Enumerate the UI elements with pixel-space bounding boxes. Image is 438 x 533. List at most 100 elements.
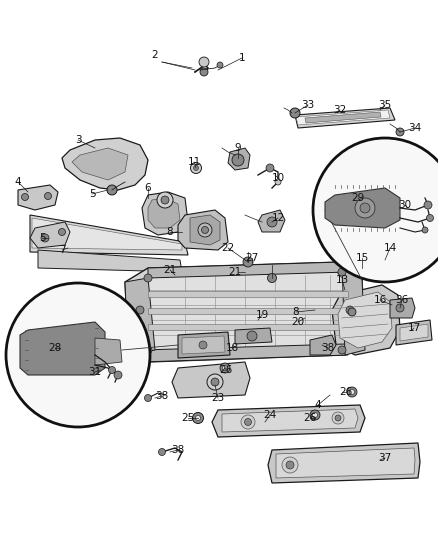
Polygon shape [310, 335, 336, 355]
Circle shape [422, 227, 428, 233]
Text: 22: 22 [221, 243, 235, 253]
Circle shape [6, 283, 150, 427]
Circle shape [350, 390, 354, 394]
Polygon shape [276, 448, 415, 478]
Text: 26: 26 [304, 413, 317, 423]
Text: 15: 15 [355, 253, 369, 263]
Text: 26: 26 [219, 365, 233, 375]
Polygon shape [142, 344, 348, 362]
Polygon shape [72, 148, 128, 180]
Circle shape [338, 346, 346, 354]
Circle shape [396, 304, 404, 312]
Circle shape [223, 366, 227, 370]
Polygon shape [295, 108, 395, 128]
Circle shape [244, 418, 251, 425]
Text: 38: 38 [321, 343, 335, 353]
Text: 21: 21 [228, 267, 242, 277]
Circle shape [313, 138, 438, 282]
Text: 32: 32 [333, 105, 346, 115]
Circle shape [21, 193, 28, 200]
Polygon shape [32, 218, 182, 250]
Text: 38: 38 [155, 391, 169, 401]
Text: 11: 11 [187, 157, 201, 167]
Text: 3: 3 [75, 135, 81, 145]
Polygon shape [125, 278, 155, 355]
Text: 38: 38 [171, 445, 185, 455]
Circle shape [220, 363, 230, 373]
Polygon shape [396, 320, 432, 345]
Polygon shape [20, 322, 105, 375]
Circle shape [136, 306, 144, 314]
Text: 30: 30 [399, 200, 412, 210]
Circle shape [201, 227, 208, 233]
Circle shape [109, 367, 116, 374]
Text: 5: 5 [39, 233, 45, 243]
Text: 1: 1 [239, 53, 245, 63]
Circle shape [241, 415, 255, 429]
Text: 8: 8 [293, 307, 299, 317]
Polygon shape [212, 405, 365, 437]
Circle shape [355, 198, 375, 218]
Polygon shape [62, 138, 148, 190]
Polygon shape [140, 270, 350, 354]
Polygon shape [148, 291, 348, 297]
Circle shape [198, 223, 212, 237]
Polygon shape [258, 210, 285, 232]
Text: 28: 28 [48, 343, 62, 353]
Polygon shape [148, 198, 180, 228]
Text: 12: 12 [272, 213, 285, 223]
Text: 20: 20 [291, 317, 304, 327]
Circle shape [348, 308, 356, 316]
Text: 5: 5 [88, 189, 95, 199]
Text: 17: 17 [407, 323, 420, 333]
Polygon shape [305, 112, 381, 123]
Circle shape [332, 412, 344, 424]
Text: 16: 16 [373, 295, 387, 305]
Circle shape [199, 341, 207, 349]
Polygon shape [178, 210, 228, 250]
Polygon shape [148, 262, 348, 278]
Text: 25: 25 [181, 413, 194, 423]
Text: 35: 35 [378, 100, 392, 110]
Text: 29: 29 [351, 193, 364, 203]
Text: 4: 4 [15, 177, 21, 187]
Polygon shape [332, 285, 400, 355]
Circle shape [144, 346, 152, 354]
Text: 4: 4 [314, 400, 321, 410]
Circle shape [268, 273, 276, 282]
Circle shape [145, 394, 152, 401]
Polygon shape [190, 215, 220, 245]
Polygon shape [268, 443, 420, 483]
Text: 10: 10 [272, 173, 285, 183]
Circle shape [396, 128, 404, 136]
Circle shape [335, 415, 341, 421]
Circle shape [217, 62, 223, 68]
Polygon shape [296, 110, 390, 125]
Text: 31: 31 [88, 367, 102, 377]
Circle shape [194, 166, 198, 171]
Circle shape [266, 164, 274, 172]
Circle shape [207, 374, 223, 390]
Text: 34: 34 [408, 123, 422, 133]
Text: 21: 21 [163, 265, 177, 275]
Text: 6: 6 [145, 183, 151, 193]
Polygon shape [18, 185, 58, 210]
Polygon shape [38, 250, 182, 272]
Circle shape [312, 413, 318, 417]
Circle shape [247, 331, 257, 341]
Polygon shape [125, 262, 365, 362]
Text: 36: 36 [396, 295, 409, 305]
Text: 26: 26 [339, 387, 353, 397]
Circle shape [159, 448, 166, 456]
Circle shape [161, 196, 169, 204]
Circle shape [424, 201, 432, 209]
Text: 24: 24 [263, 410, 277, 420]
Text: 33: 33 [301, 100, 314, 110]
Polygon shape [178, 332, 230, 358]
Polygon shape [228, 148, 250, 170]
Polygon shape [390, 298, 415, 318]
Circle shape [290, 108, 300, 118]
Polygon shape [30, 222, 70, 248]
Polygon shape [400, 324, 428, 341]
Text: 7: 7 [59, 245, 65, 255]
